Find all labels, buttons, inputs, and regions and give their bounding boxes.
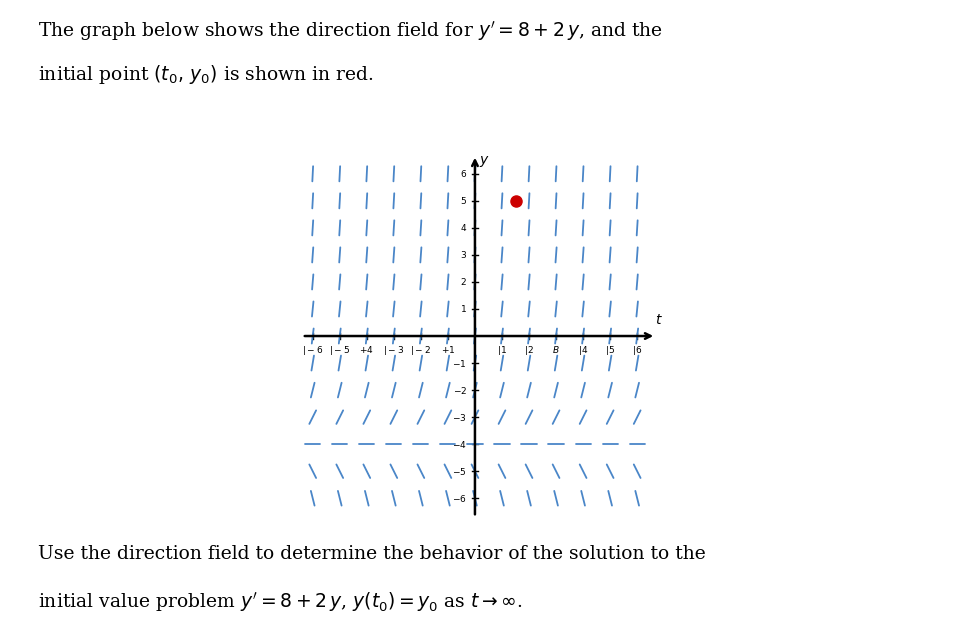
Text: $4$: $4$ <box>460 223 467 233</box>
Text: $2$: $2$ <box>460 276 467 287</box>
Text: $-4$: $-4$ <box>452 439 467 450</box>
Text: $+4$: $+4$ <box>359 344 375 355</box>
Text: The graph below shows the direction field for $y^{\prime} = 8 + 2\,y$, and the: The graph below shows the direction fiel… <box>38 19 663 43</box>
Text: $y$: $y$ <box>479 153 490 169</box>
Text: $-2$: $-2$ <box>452 385 467 396</box>
Text: $|4$: $|4$ <box>578 344 588 357</box>
Text: $-5$: $-5$ <box>452 466 467 477</box>
Text: $-1$: $-1$ <box>452 358 467 368</box>
Text: $-6$: $-6$ <box>452 493 467 504</box>
Text: $|-3$: $|-3$ <box>383 344 404 357</box>
Text: $-3$: $-3$ <box>452 411 467 423</box>
Text: $1$: $1$ <box>460 304 467 314</box>
Text: $5$: $5$ <box>460 195 467 206</box>
Text: $3$: $3$ <box>460 249 467 261</box>
Text: initial point $(t_0,\, y_0)$ is shown in red.: initial point $(t_0,\, y_0)$ is shown in… <box>38 63 375 86</box>
Text: $B$: $B$ <box>552 344 559 355</box>
Text: $|5$: $|5$ <box>605 344 615 357</box>
Text: $|-2$: $|-2$ <box>410 344 431 357</box>
Text: $|-5$: $|-5$ <box>330 344 351 357</box>
Text: $+1$: $+1$ <box>441 344 455 355</box>
Text: $|-6$: $|-6$ <box>302 344 323 357</box>
Text: $t$: $t$ <box>654 313 663 327</box>
Text: $|6$: $|6$ <box>632 344 642 357</box>
Text: $|2$: $|2$ <box>524 344 534 357</box>
Text: $6$: $6$ <box>460 168 467 179</box>
Text: initial value problem $y^{\prime} = 8 + 2\,y$, $y(t_0) = y_0$ as $t \to \infty$.: initial value problem $y^{\prime} = 8 + … <box>38 590 523 614</box>
Text: $|1$: $|1$ <box>497 344 507 357</box>
Text: Use the direction field to determine the behavior of the solution to the: Use the direction field to determine the… <box>38 545 706 563</box>
